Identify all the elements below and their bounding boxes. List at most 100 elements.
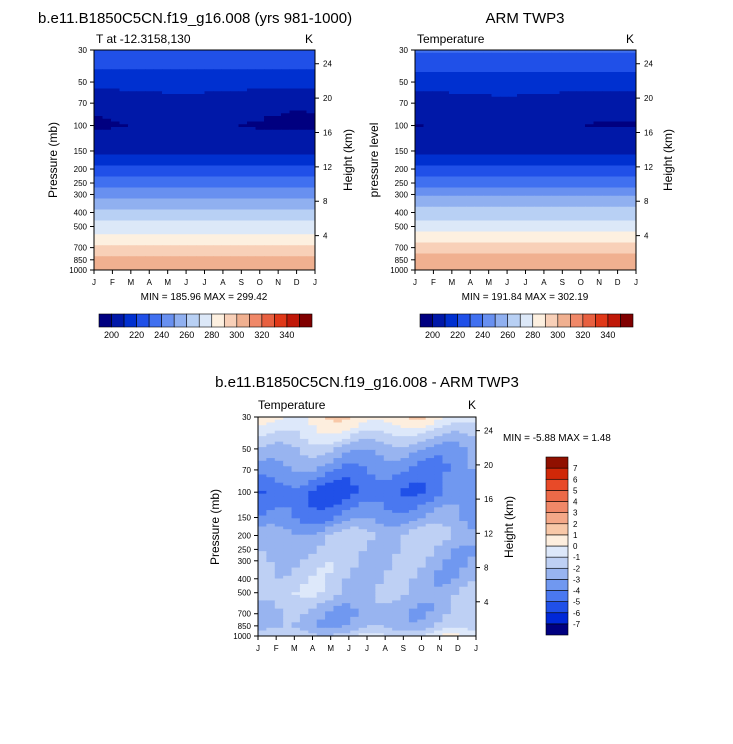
contour-cell [204, 77, 214, 81]
contour-cell [179, 154, 189, 158]
contour-cell [467, 419, 476, 424]
contour-cell [298, 88, 308, 92]
contour-cell [457, 264, 467, 268]
contour-cell [221, 184, 231, 189]
contour-cell [272, 154, 282, 158]
contour-cell [559, 231, 569, 235]
panel-obs: ARM TWP3 Temperature K 30507010015020025… [367, 10, 675, 340]
contour-cell [162, 99, 172, 103]
contour-cell [534, 168, 544, 172]
contour-cell [466, 209, 476, 213]
contour-cell [358, 452, 368, 456]
contour-cell [170, 168, 180, 172]
contour-cell [298, 256, 308, 260]
contour-cell [466, 237, 476, 241]
contour-cell [213, 124, 223, 128]
contour-cell [392, 449, 402, 454]
contour-cell [619, 261, 629, 266]
contour-cell [423, 193, 433, 197]
contour-cell [508, 154, 518, 158]
contour-cell [111, 198, 121, 202]
contour-cell [559, 176, 569, 180]
contour-cell [119, 61, 129, 65]
contour-cell [432, 113, 442, 117]
contour-cell [483, 173, 493, 178]
contour-cell [119, 124, 129, 128]
colorbar-swatch [211, 313, 225, 328]
contour-cell [517, 250, 527, 255]
contour-cell [423, 179, 433, 183]
contour-cell [517, 209, 527, 213]
contour-cell [415, 102, 425, 106]
contour-cell [425, 458, 435, 462]
contour-cell [517, 160, 527, 164]
contour-cell [576, 85, 586, 90]
contour-cell [525, 223, 535, 227]
contour-cell [94, 168, 104, 172]
contour-cell [508, 231, 518, 235]
contour-cell [585, 206, 595, 211]
contour-cell [415, 61, 425, 65]
contour-cell [230, 253, 240, 257]
contour-cell [534, 184, 544, 189]
contour-cell [610, 129, 620, 134]
contour-cell [408, 474, 418, 478]
contour-cell [457, 85, 467, 90]
contour-cell [392, 474, 402, 478]
contour-cell [153, 179, 163, 183]
contour-cell [111, 253, 121, 257]
contour-cell [289, 72, 299, 76]
contour-cell [298, 212, 308, 216]
contour-cell [491, 201, 501, 205]
contour-cell [247, 239, 257, 244]
contour-cell [179, 237, 189, 241]
contour-cell [474, 83, 484, 87]
contour-cell [508, 116, 518, 120]
contour-cell [119, 132, 129, 136]
contour-cell [500, 184, 510, 189]
contour-cell [272, 162, 282, 167]
contour-cell [179, 63, 189, 68]
contour-cell [434, 427, 444, 432]
contour-cell [508, 168, 518, 172]
contour-cell [593, 80, 603, 84]
contour-cell [247, 121, 257, 125]
contour-cell [281, 234, 291, 238]
contour-cell [491, 239, 501, 244]
contour-cell [162, 55, 172, 59]
contour-cell [423, 55, 433, 59]
contour-cell [299, 438, 309, 443]
contour-cell [542, 132, 552, 136]
contour-cell [221, 176, 231, 180]
contour-cell [459, 463, 469, 467]
contour-cell [204, 138, 214, 142]
contour-cell [145, 242, 155, 246]
contour-cell [162, 135, 172, 139]
contour-cell [94, 52, 104, 57]
contour-cell [593, 105, 603, 109]
contour-cell [415, 242, 425, 246]
contour-cell [585, 66, 595, 70]
contour-cell [474, 220, 484, 224]
contour-cell [576, 176, 586, 180]
contour-cell [576, 138, 586, 142]
contour-cell [306, 195, 315, 200]
contour-cell [196, 195, 206, 200]
contour-cell [306, 245, 315, 249]
contour-cell [221, 88, 231, 92]
contour-cell [128, 146, 138, 150]
contour-cell [238, 173, 248, 178]
contour-cell [585, 217, 595, 222]
contour-cell [491, 52, 501, 57]
contour-cell [170, 228, 180, 233]
contour-cell [350, 460, 360, 465]
contour-cell [585, 118, 595, 123]
contour-cell [474, 63, 484, 68]
contour-cell [525, 129, 535, 134]
contour-cell [238, 171, 248, 175]
contour-cell [128, 239, 138, 244]
contour-cell [306, 113, 315, 117]
contour-cell [102, 127, 112, 131]
